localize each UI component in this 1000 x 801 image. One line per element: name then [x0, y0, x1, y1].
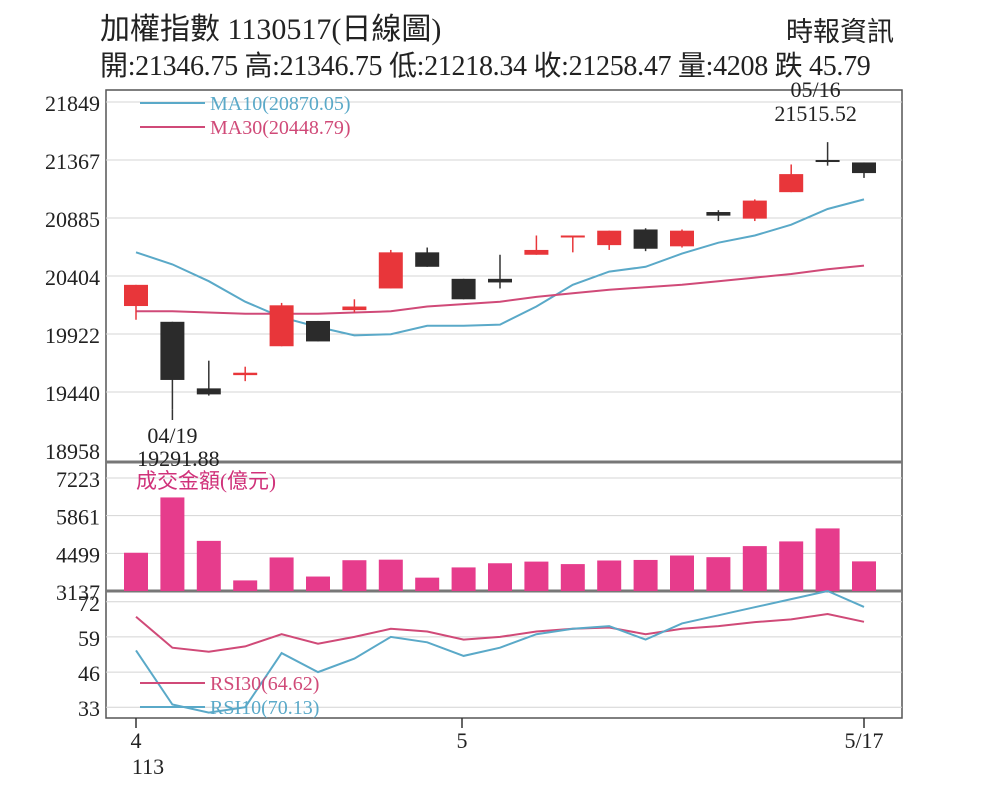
chart-title: 加權指數 1130517(日線圖) [100, 13, 442, 46]
volume-bar [124, 552, 148, 591]
volume-bar [160, 497, 185, 591]
candle-body [779, 174, 804, 193]
candle-body [342, 306, 367, 311]
volume-tick-label: 4499 [56, 542, 100, 567]
x-tick-label: 5 [457, 728, 468, 753]
rsi30-legend-label: RSI30(64.62) [210, 673, 319, 695]
rsi-tick-label: 72 [78, 591, 100, 616]
volume-tick-label: 7223 [56, 467, 100, 492]
volume-bar [306, 576, 330, 591]
ma30-line [136, 264, 865, 315]
volume-bar [597, 560, 622, 591]
rsi-tick-label: 59 [78, 626, 100, 651]
rsi10-line [135, 589, 865, 714]
volume-bar [633, 559, 658, 591]
chart-frame [105, 89, 903, 719]
volume-bar [451, 567, 476, 591]
candle-body [742, 200, 767, 219]
candle-body [706, 212, 731, 216]
candle-body [815, 160, 840, 163]
low-annotation-date: 04/19 [147, 423, 197, 448]
volume-tick-label: 3137 [56, 580, 100, 605]
source-label: 時報資訊 [786, 17, 894, 47]
candle-body [415, 252, 440, 267]
candle-body [670, 230, 694, 247]
ma10-legend-label: MA10(20870.05) [210, 93, 351, 115]
high-annotation-value: 21515.52 [774, 101, 857, 126]
volume-bar [706, 557, 731, 591]
ohlc-summary: 開:21346.75 高:21346.75 低:21218.34 收:21258… [100, 51, 871, 82]
candle-body [160, 321, 185, 380]
candle-body [633, 229, 658, 249]
grid-lines [106, 101, 902, 708]
rsi10-legend-label: RSI10(70.13) [210, 697, 319, 719]
price-tick-label: 18958 [45, 439, 100, 464]
volume-bar [488, 563, 512, 591]
candle-body [124, 284, 148, 307]
candle-body [560, 235, 585, 238]
x-tick-label: 4 [131, 728, 142, 753]
candle-body [196, 388, 221, 395]
price-tick-label: 20885 [45, 207, 100, 232]
candle-body [451, 278, 476, 300]
volume-bar [852, 561, 876, 591]
candle-body [524, 249, 549, 255]
rsi-tick-label: 46 [78, 661, 100, 686]
candle-body [378, 252, 403, 289]
candle-body [488, 278, 512, 283]
price-tick-label: 21849 [45, 91, 100, 116]
axis-labels: 18958 19440 19922 20404 20885 21367 21849 3137 4… [45, 91, 884, 779]
candle-body [269, 305, 294, 347]
price-tick-label: 19440 [45, 381, 100, 406]
ma30-legend-label: MA30(20448.79) [210, 117, 351, 139]
volume-bar [670, 555, 694, 591]
candle-body [597, 230, 622, 246]
volume-bar [233, 580, 258, 591]
rsi-tick-label: 33 [78, 696, 100, 721]
candle-body [306, 320, 330, 342]
volume-bar [815, 528, 840, 591]
volume-panel: 成交金額(億元) [124, 469, 876, 591]
volume-bar [560, 564, 585, 591]
x-axis-year-label: 113 [132, 754, 164, 779]
volume-bar [415, 577, 440, 591]
volume-bar [342, 560, 367, 591]
price-tick-label: 21367 [45, 149, 100, 174]
high-annotation-date: 05/16 [791, 77, 841, 102]
x-tick-label: 5/17 [844, 728, 883, 753]
volume-bar [524, 561, 549, 591]
volume-bar [742, 546, 767, 591]
rsi30-line [135, 612, 865, 653]
low-annotation-value: 19291.88 [137, 446, 220, 471]
candle-body [233, 372, 258, 376]
volume-bar [779, 541, 804, 591]
rsi-panel: RSI30(64.62)RSI10(70.13) [135, 589, 865, 719]
price-tick-label: 19922 [45, 323, 100, 348]
price-tick-label: 20404 [45, 265, 100, 290]
price-panel: MA10(20870.05)MA30(20448.79) 04/1919291.8… [124, 77, 876, 471]
ma10-line [135, 198, 865, 337]
volume-bar [196, 540, 221, 591]
candle-body [852, 162, 876, 174]
volume-panel-title: 成交金額(億元) [136, 469, 276, 493]
volume-bar [378, 559, 403, 591]
volume-tick-label: 5861 [56, 505, 100, 530]
volume-bar [269, 557, 294, 591]
